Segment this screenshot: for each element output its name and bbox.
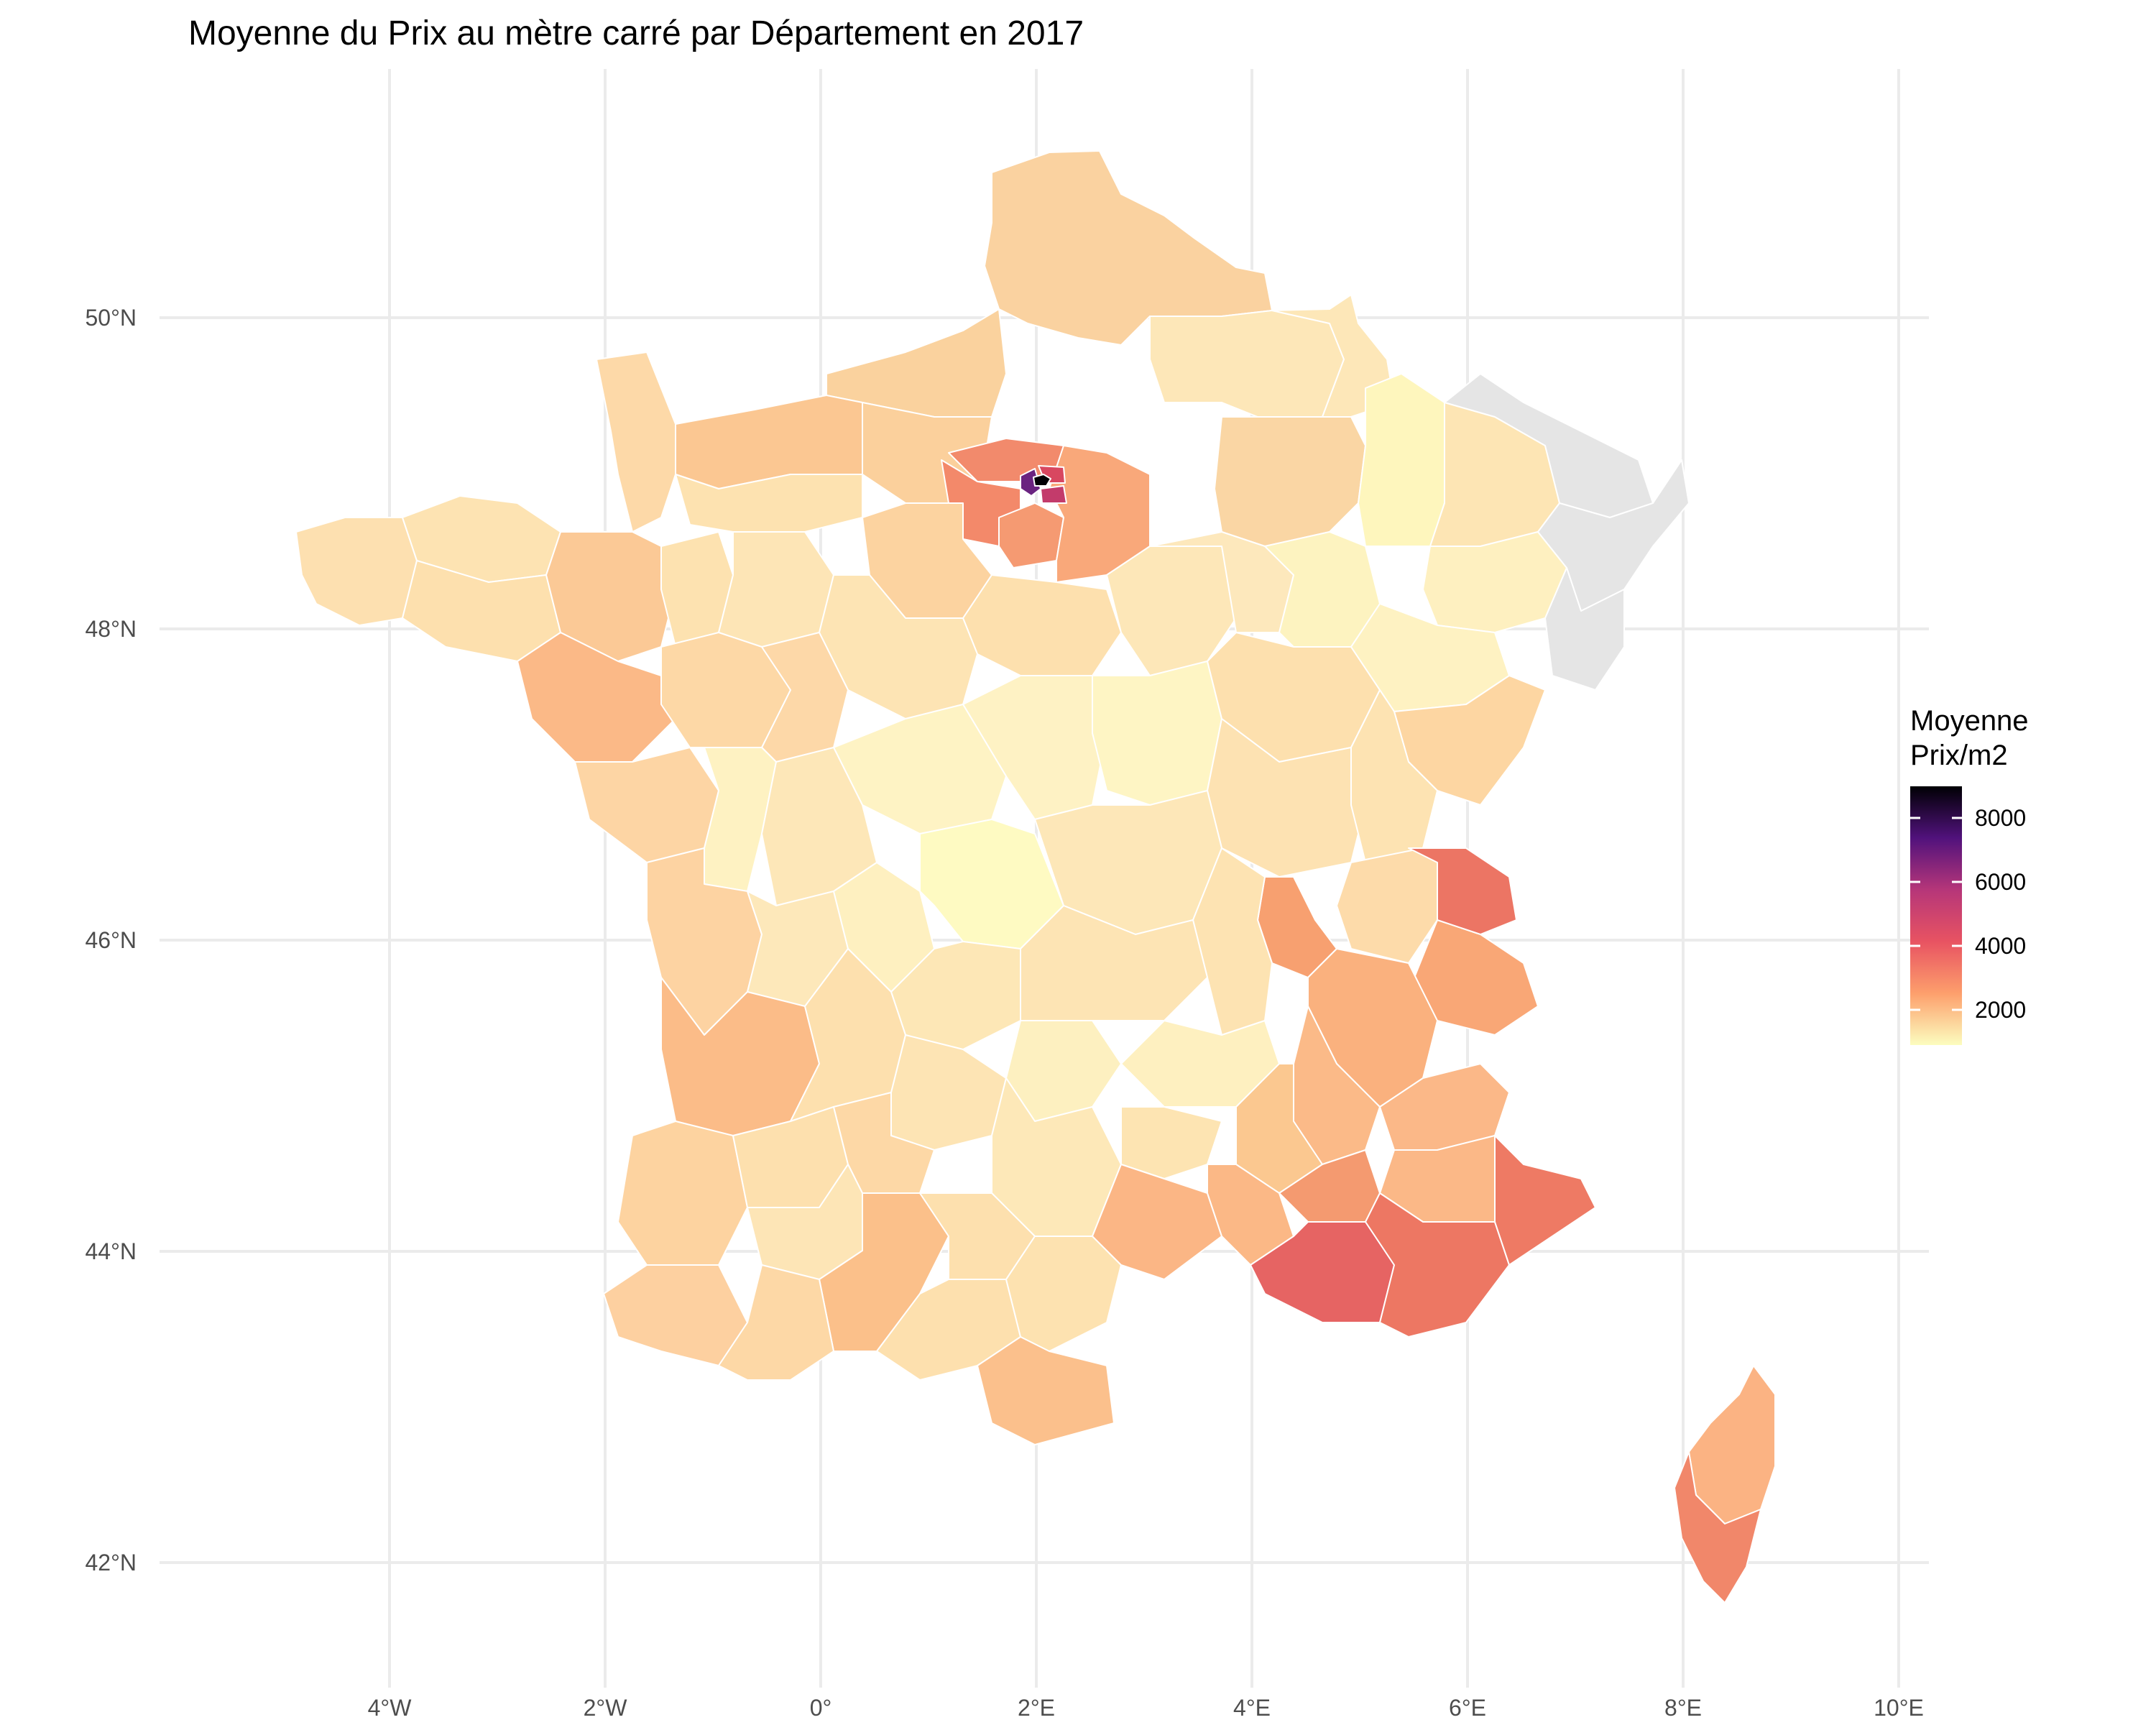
region-loiret — [962, 574, 1122, 676]
region-pyrenees-atlantiques — [603, 1264, 748, 1366]
region-landes — [617, 1121, 748, 1266]
region-aisne — [1149, 310, 1345, 418]
region-lot — [890, 1034, 1007, 1151]
legend-title-line1: Moyenne — [1910, 705, 2029, 737]
y-tick-label: 46°N — [86, 927, 137, 953]
region-orne — [675, 474, 863, 533]
legend-tick-label: 6000 — [1975, 869, 2026, 895]
region-cher — [962, 675, 1107, 820]
region-moselle — [1444, 373, 1654, 518]
x-tick-label: 4°W — [368, 1695, 413, 1721]
legend-title-line2: Prix/m2 — [1910, 740, 2008, 771]
region-marne — [1214, 416, 1366, 547]
x-tick-label: 8°E — [1664, 1695, 1702, 1721]
legend-tick-label: 8000 — [1975, 805, 2026, 831]
legend-tick-label: 4000 — [1975, 933, 2026, 959]
region-vendee — [574, 747, 719, 863]
x-tick-label: 2°W — [584, 1695, 628, 1721]
region-loire — [1192, 847, 1273, 1036]
region-loire-atlantique — [517, 632, 676, 763]
map-regions — [295, 150, 1776, 1604]
x-tick-label: 4°E — [1233, 1695, 1271, 1721]
region-hauts-de-seine — [1020, 468, 1041, 497]
region-finistere — [295, 517, 418, 626]
chart-title: Moyenne du Prix au mètre carré par Dépar… — [188, 14, 1084, 52]
region-corse-du-sud — [1674, 1451, 1761, 1604]
x-tick-label: 0° — [810, 1695, 832, 1721]
y-tick-label: 50°N — [86, 305, 137, 331]
region-bas-rhin — [1537, 459, 1690, 612]
region-pyrenees-orientales — [977, 1336, 1115, 1445]
region-meuse — [1358, 373, 1445, 547]
legend: Moyenne Prix/m2 8000 6000 4000 2000 — [1910, 705, 2029, 1045]
x-tick-label: 10°E — [1874, 1695, 1924, 1721]
region-jura — [1350, 689, 1438, 863]
x-tick-label: 6°E — [1449, 1695, 1486, 1721]
region-aude — [1005, 1236, 1122, 1352]
region-haute-loire — [1120, 1020, 1280, 1108]
y-axis: 50°N 48°N 46°N 44°N 42°N — [86, 305, 137, 1576]
region-var — [1365, 1192, 1510, 1338]
region-indre — [833, 704, 1007, 834]
region-manche — [596, 351, 676, 533]
region-haut-rhin — [1544, 567, 1625, 691]
region-ain — [1336, 847, 1438, 964]
x-tick-label: 2°E — [1018, 1695, 1055, 1721]
region-nievre — [1092, 661, 1222, 806]
region-haute-savoie — [1408, 847, 1517, 935]
region-paris — [1033, 474, 1051, 487]
legend-colorbar — [1910, 786, 1962, 1045]
region-hautes-pyrenees — [718, 1264, 834, 1381]
y-tick-label: 44°N — [86, 1238, 137, 1264]
region-alpes-maritimes — [1494, 1135, 1596, 1266]
legend-tick-label: 2000 — [1975, 997, 2026, 1023]
region-val-de-marne — [1040, 485, 1067, 504]
y-tick-label: 42°N — [86, 1550, 137, 1576]
x-axis: 4°W 2°W 0° 2°E 4°E 6°E 8°E 10°E — [368, 1695, 1924, 1721]
region-sarthe — [718, 531, 834, 648]
y-tick-label: 48°N — [86, 616, 137, 642]
